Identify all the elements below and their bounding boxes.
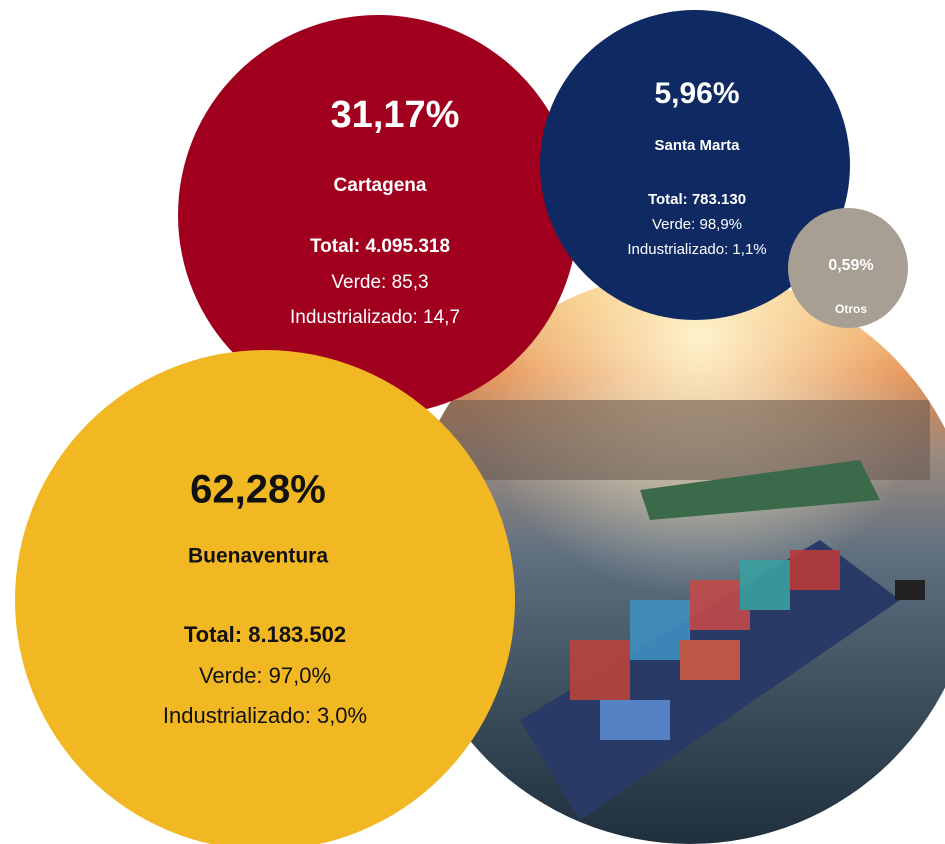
industrializado: Industrializado: 3,0% bbox=[163, 703, 367, 728]
bubble bbox=[15, 350, 515, 844]
port-name: Otros bbox=[835, 302, 867, 316]
bubble bbox=[178, 15, 578, 415]
verde: Verde: 98,9% bbox=[652, 216, 742, 233]
port-name: Cartagena bbox=[334, 175, 427, 196]
industrializado: Industrializado: 14,7 bbox=[290, 307, 460, 328]
total: Total: 783.130 bbox=[648, 191, 746, 208]
industrializado: Industrializado: 1,1% bbox=[627, 241, 766, 258]
total: Total: 4.095.318 bbox=[310, 236, 450, 257]
percent: 5,96% bbox=[654, 77, 739, 110]
otros-label: 0,59% Otros bbox=[828, 257, 873, 316]
bubble bbox=[540, 10, 850, 320]
bubble bbox=[788, 208, 908, 328]
percent: 0,59% bbox=[828, 257, 873, 274]
buenaventura-label: 62,28% Buenaventura Total: 8.183.502 Ver… bbox=[163, 468, 367, 728]
port-name: Santa Marta bbox=[654, 137, 740, 154]
verde: Verde: 97,0% bbox=[199, 663, 331, 688]
port-name: Buenaventura bbox=[188, 545, 328, 568]
percent: 62,28% bbox=[190, 468, 326, 512]
santa-marta-label: 5,96% Santa Marta Total: 783.130 Verde: … bbox=[627, 77, 766, 258]
percent: 31,17% bbox=[331, 94, 460, 136]
total: Total: 8.183.502 bbox=[184, 622, 346, 647]
verde: Verde: 85,3 bbox=[331, 272, 428, 293]
cartagena-label: 31,17% Cartagena Total: 4.095.318 Verde:… bbox=[290, 94, 460, 328]
